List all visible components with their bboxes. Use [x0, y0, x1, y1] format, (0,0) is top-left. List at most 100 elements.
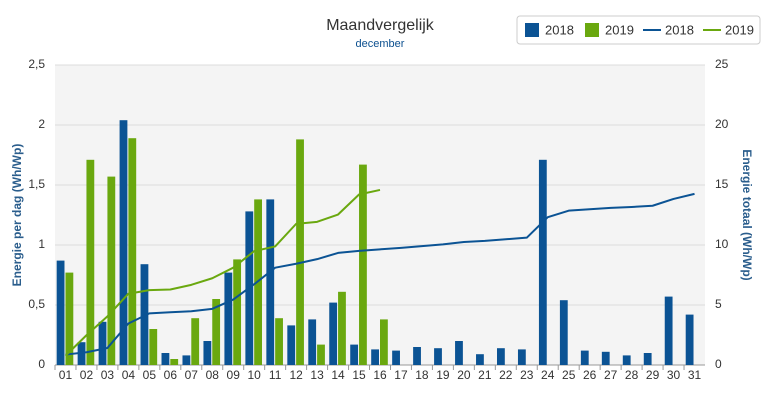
bar — [350, 344, 359, 365]
y-tick-label: 1,5 — [28, 177, 45, 191]
bar — [86, 159, 95, 365]
x-tick-label: 25 — [562, 368, 576, 382]
bar — [233, 259, 242, 365]
bar — [149, 329, 158, 365]
bar — [601, 351, 610, 365]
legend-label[interactable]: 2018 — [545, 22, 574, 37]
bar — [476, 354, 484, 365]
x-tick-label: 17 — [394, 368, 408, 382]
x-tick-label: 13 — [310, 368, 324, 382]
bar — [56, 260, 65, 365]
y-tick-label: 0 — [38, 357, 45, 371]
bar — [359, 164, 367, 365]
x-tick-label: 12 — [289, 368, 303, 382]
plot-area — [55, 65, 705, 365]
x-tick-label: 07 — [185, 368, 199, 382]
y-tick-label: 2 — [38, 117, 45, 131]
y-tick-label: 2,5 — [28, 57, 45, 71]
x-tick-label: 10 — [248, 368, 262, 382]
x-tick-label: 14 — [331, 368, 345, 382]
bar — [497, 348, 505, 365]
bar — [224, 272, 233, 365]
bar — [65, 272, 74, 365]
x-tick-label: 31 — [688, 368, 702, 382]
bar — [287, 325, 296, 365]
bar — [580, 350, 589, 365]
legend-swatch — [525, 23, 539, 37]
bar — [329, 302, 338, 365]
x-tick-label: 23 — [520, 368, 534, 382]
line — [65, 192, 695, 356]
x-tick-label: 09 — [227, 368, 241, 382]
x-tick-label: 04 — [122, 368, 136, 382]
x-tick-label: 03 — [101, 368, 115, 382]
y2-tick-label: 20 — [715, 117, 729, 131]
x-tick-label: 30 — [667, 368, 681, 382]
x-tick-label: 08 — [206, 368, 220, 382]
bar — [392, 350, 400, 365]
bar — [161, 353, 170, 365]
y2-tick-label: 15 — [715, 177, 729, 191]
bar — [119, 120, 128, 365]
x-tick-label: 27 — [604, 368, 618, 382]
x-tick-label: 19 — [436, 368, 450, 382]
bar — [338, 291, 346, 365]
bar — [380, 319, 388, 365]
bar — [664, 296, 673, 365]
x-tick-label: 05 — [143, 368, 157, 382]
y-axis-title: Energie per dag (Wh/Wp) — [10, 144, 24, 287]
bar — [182, 355, 191, 365]
legend-box — [516, 15, 761, 45]
bar — [685, 314, 694, 365]
bar — [455, 341, 463, 365]
x-tick-label: 02 — [80, 368, 94, 382]
bar — [317, 344, 325, 365]
bar — [170, 359, 179, 365]
bar — [128, 138, 137, 365]
bar — [203, 341, 212, 365]
legend-label[interactable]: 2019 — [605, 22, 634, 37]
chart-subtitle: december — [356, 38, 405, 50]
bar — [191, 318, 200, 365]
line — [64, 188, 381, 357]
x-tick-label: 06 — [164, 368, 178, 382]
x-tick-label: 28 — [625, 368, 639, 382]
bar — [275, 318, 283, 365]
chart-title: Maandvergelijk — [326, 17, 435, 34]
x-tick-label: 26 — [583, 368, 597, 382]
x-tick-label: 01 — [59, 368, 73, 382]
y-tick-label: 0,5 — [28, 297, 45, 311]
bar — [559, 300, 568, 365]
y2-tick-label: 0 — [715, 357, 722, 371]
bar — [107, 176, 116, 365]
bar — [538, 159, 547, 365]
bar — [140, 264, 149, 365]
y-tick-label: 1 — [38, 237, 45, 251]
y2-tick-label: 5 — [715, 297, 722, 311]
bar — [413, 347, 421, 365]
bar — [622, 355, 631, 365]
x-tick-label: 22 — [499, 368, 513, 382]
y2-axis-title: Energie totaal (Wh/Wp) — [740, 149, 754, 280]
bar — [434, 348, 442, 365]
x-tick-label: 20 — [457, 368, 471, 382]
bar — [308, 319, 317, 365]
legend-label[interactable]: 2019 — [725, 22, 754, 37]
legend-label[interactable]: 2018 — [665, 22, 694, 37]
y2-tick-label: 25 — [715, 57, 729, 71]
bar — [212, 299, 221, 365]
bar — [266, 199, 275, 365]
bar — [98, 321, 107, 365]
x-tick-label: 18 — [415, 368, 429, 382]
legend-swatch — [585, 23, 599, 37]
x-tick-label: 15 — [352, 368, 366, 382]
bar — [643, 353, 652, 365]
x-tick-label: 24 — [541, 368, 555, 382]
x-tick-label: 16 — [373, 368, 387, 382]
x-tick-label: 21 — [478, 368, 492, 382]
x-tick-label: 29 — [646, 368, 660, 382]
bar — [371, 349, 379, 365]
bar — [296, 139, 304, 365]
x-tick-label: 11 — [269, 368, 282, 382]
